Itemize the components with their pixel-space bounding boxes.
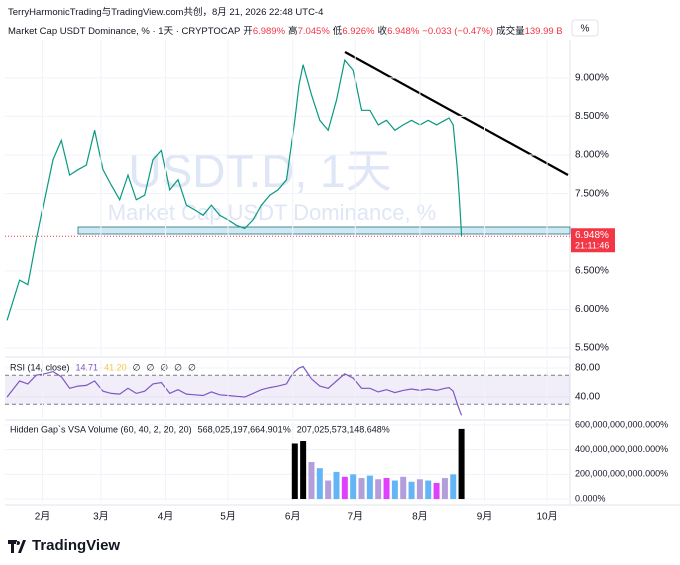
volume-bar: [375, 479, 382, 500]
ohlc-value: 7.045%: [297, 26, 330, 37]
attribution: TerryHarmonicTrading与TradingView.com共创，8…: [8, 7, 324, 18]
scale-button[interactable]: [571, 19, 599, 37]
x-tick-label: 4月: [158, 511, 174, 523]
scale-button-label[interactable]: %: [581, 24, 590, 35]
indicator-title: RSI (14, close): [10, 362, 70, 372]
volume-bar: [341, 476, 348, 500]
trend-line: [344, 51, 569, 176]
y-tick-label: 6.000%: [575, 304, 609, 315]
y-tick-label: 80.00: [575, 363, 600, 374]
ohlc-value: 6.989%: [252, 26, 286, 37]
x-tick-label: 10月: [537, 511, 558, 523]
volume-bar: [350, 474, 357, 500]
x-tick-label: 3月: [93, 511, 109, 523]
indicator-value: 207,025,573,148.648%: [297, 424, 390, 434]
volume-bar: [300, 441, 307, 500]
indicator-value: ∅: [146, 362, 154, 372]
volume-bar: [308, 462, 315, 500]
indicator-value: 14.71: [76, 362, 99, 372]
x-tick-label: 8月: [412, 511, 428, 523]
volume-bar: [325, 480, 332, 500]
volume-bar: [416, 479, 423, 500]
indicator-value: ∅: [133, 362, 141, 372]
ohlc-value: 6.948%: [387, 26, 420, 37]
y-tick-label: 600,000,000,000.000%: [575, 419, 668, 429]
volume-label: 成交量: [496, 26, 525, 37]
y-tick-label: 8.000%: [575, 150, 609, 161]
indicator-value: 568,025,197,664.901%: [198, 424, 291, 434]
volume-bar: [358, 478, 365, 500]
volume-value: 139.99 B: [524, 26, 563, 37]
x-tick-label: 2月: [35, 511, 51, 523]
symbol: Market Cap USDT Dominance, % · 1天 · CRYP…: [8, 26, 241, 37]
ohlc-value: 6.926%: [342, 26, 375, 37]
volume-bar: [425, 480, 432, 500]
volume-bar: [383, 478, 390, 500]
logo-text: TradingView: [32, 537, 120, 554]
indicator-value: ∅: [174, 362, 182, 372]
volume-bar: [391, 480, 398, 500]
volume-bar: [333, 471, 340, 500]
change: −0.033 (−0.47%): [422, 26, 494, 37]
y-tick-label: 9.000%: [575, 72, 609, 83]
indicator-value: 41.20: [104, 362, 127, 372]
logo: [8, 540, 26, 553]
rsi-band: [5, 375, 570, 405]
last-price-box: [571, 228, 615, 253]
volume-bar: [450, 474, 457, 500]
ohlc-label: 低: [332, 26, 343, 37]
volume-bar: [458, 428, 465, 500]
support-zone: [77, 226, 571, 235]
x-tick-label: 6月: [285, 511, 301, 523]
y-tick-label: 6.500%: [575, 265, 609, 276]
indicator-value: ∅: [160, 362, 168, 372]
y-tick-label: 8.500%: [575, 111, 609, 122]
y-tick-label: 200,000,000,000.000%: [575, 469, 668, 479]
countdown: 21:11:46: [575, 241, 609, 251]
ohlc-label: 高: [288, 26, 298, 37]
y-tick-label: 40.00: [575, 392, 600, 403]
x-tick-label: 7月: [347, 511, 363, 523]
indicator-value: ∅: [188, 362, 196, 372]
ohlc-label: 收: [377, 26, 388, 37]
series-line: [6, 58, 463, 321]
watermark-name: Market Cap USDT Dominance, %: [108, 200, 437, 225]
volume-bar: [291, 443, 298, 500]
ohlc-label: 开: [243, 26, 253, 37]
volume-bar: [316, 468, 323, 500]
indicator-title: Hidden Gap`s VSA Volume (60, 40, 2, 20, …: [10, 424, 192, 434]
y-tick-label: 5.500%: [575, 343, 609, 354]
last-price-label: 6.948%: [575, 230, 609, 241]
volume-bar: [366, 475, 373, 500]
volume-bar: [441, 478, 448, 500]
y-tick-label: 400,000,000,000.000%: [575, 444, 668, 454]
y-tick-label: 0.000%: [575, 493, 606, 503]
volume-bar: [408, 481, 415, 500]
y-tick-label: 7.500%: [575, 188, 609, 199]
watermark-symbol: USDT.D, 1天: [128, 145, 391, 197]
volume-bar: [433, 482, 440, 500]
volume-bar: [400, 476, 407, 500]
x-tick-label: 5月: [220, 511, 236, 523]
x-tick-label: 9月: [477, 511, 493, 523]
series-line: [6, 365, 463, 416]
legend: Market Cap USDT Dominance, % · 1天 · CRYP…: [8, 23, 566, 37]
